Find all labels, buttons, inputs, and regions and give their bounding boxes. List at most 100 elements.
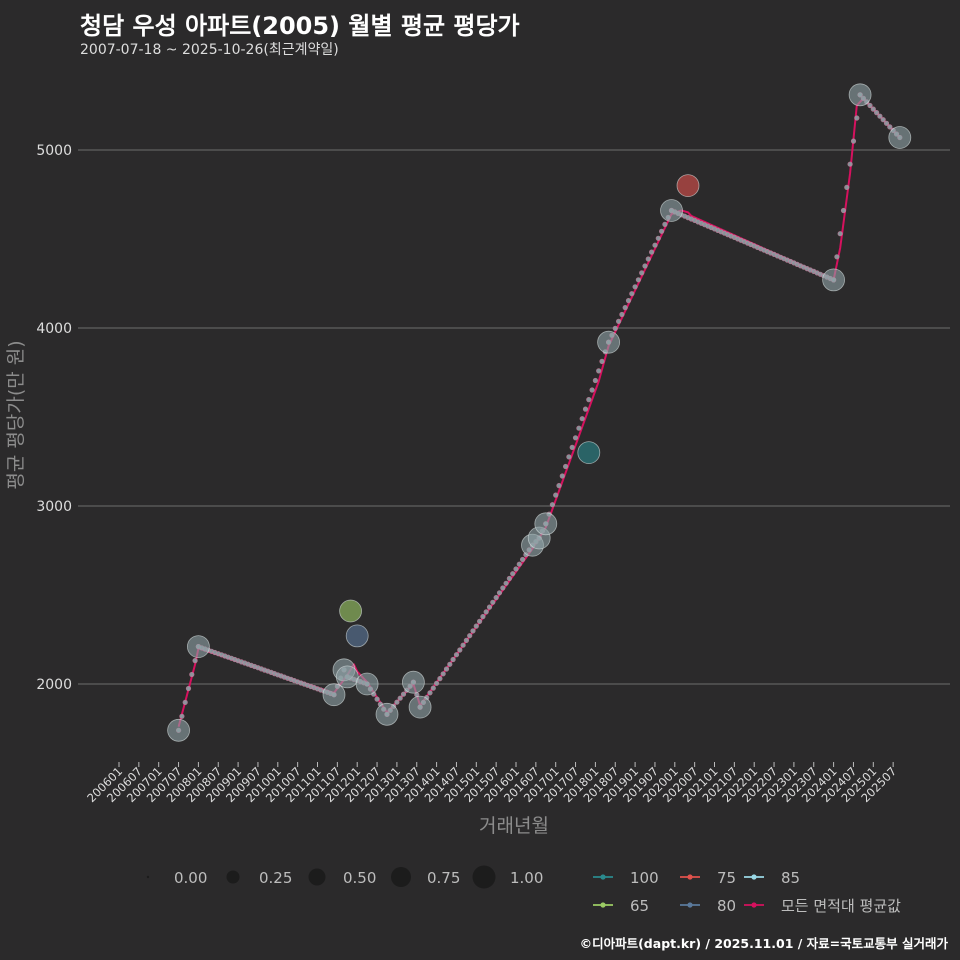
interp-dot [870,106,876,112]
interp-dot [493,594,499,601]
interp-dot [582,406,589,412]
bubble-point [577,441,601,465]
interp-dot [556,483,562,489]
interp-dot [887,124,893,130]
interp-dot [873,109,880,116]
interp-dot [883,120,890,126]
interp-dot [586,397,592,403]
chart-subtitle: 2007-07-18 ~ 2025-10-26(최근계약일) [80,42,339,58]
interp-dot [513,566,519,572]
bubble-point [676,174,700,198]
bubble-point [375,702,399,726]
interp-dot [648,249,655,255]
series-line-average [177,97,901,727]
bubble-point [888,126,912,149]
legend-dot [600,874,606,880]
interp-dot [652,242,658,248]
bubble-point [322,683,346,707]
interp-dot [562,463,569,470]
legend-dot [751,874,757,880]
interp-dot [473,623,479,629]
interp-dot [397,695,403,701]
size-legend-label: 0.50 [343,869,376,887]
interp-dot [592,377,599,384]
interp-dot [463,637,470,644]
interp-dot [374,696,380,702]
bubble-point [355,672,379,696]
interp-dot [443,666,450,672]
interp-dot [576,425,582,431]
legend-label: 75 [717,869,736,887]
interp-dot [430,685,436,691]
interp-dot [596,368,602,374]
interp-dot [427,690,433,696]
interp-dot [500,585,506,591]
legend-dot [687,874,693,880]
interp-dot [662,221,668,227]
interp-dot [460,642,466,648]
interp-dot [192,657,198,664]
interp-dot [639,270,645,276]
interp-dot [450,656,456,663]
interp-dot [559,473,565,479]
size-legend-key [391,867,411,887]
interp-dot [655,235,661,241]
interp-dot [599,358,605,365]
interp-dot [658,228,665,234]
size-legend-key [226,870,240,884]
legend-label: 65 [630,897,649,915]
y-tick-label: 4000 [36,321,72,337]
bubble-point [345,624,369,648]
interp-dot [480,613,486,620]
legend-label: 85 [781,869,800,887]
interp-dot [400,691,407,697]
interp-dot [185,685,192,692]
interp-dot [579,416,585,422]
interp-dot [566,454,572,460]
size-legend-key [472,865,496,889]
interp-dot [834,254,840,260]
interp-dot [457,647,463,653]
size-legend-key [146,875,150,879]
legend-label: 100 [630,869,659,887]
interp-dot [589,387,595,393]
bubble-point [335,665,359,689]
x-axis-label: 거래년월 [479,815,549,837]
y-tick-label: 5000 [36,143,72,159]
interp-dot [189,671,195,678]
interpolated-dots [176,92,903,733]
interp-dot [496,590,503,596]
interp-dot [447,661,453,667]
interp-dot [642,263,648,269]
interp-dot [490,599,496,605]
bubble-point [167,718,191,742]
size-legend-label: 0.75 [427,869,460,887]
size-legend-key [308,868,326,886]
interp-dot [182,699,188,706]
interp-dot [440,671,446,677]
y-tick-label: 3000 [36,499,72,515]
gridlines [78,149,950,685]
interp-dot [483,609,489,615]
interp-dot [477,618,483,625]
interp-dot [635,277,642,283]
interp-dot [877,113,883,119]
bubble-point [597,330,620,354]
interp-dot [394,699,400,705]
interp-dot [625,298,632,304]
interp-dot [840,207,847,214]
legend: 0.00 0.25 0.50 0.75 1.00 100 75 85 65 80 모든 면적대 평균… [146,865,901,915]
interp-dot [549,502,556,508]
legend-dot [600,902,606,908]
interp-dot [453,652,460,658]
interp-dot [434,680,440,686]
y-tick-label: 2000 [36,677,72,693]
interp-dot [632,284,638,290]
interp-dot [837,231,843,237]
x-axis-ticks: 2006012006072007012007072008012008072009… [84,762,899,805]
interp-dot [179,713,185,719]
data-bubbles [167,83,912,742]
interp-dot [503,580,509,586]
interp-dot [854,115,860,121]
